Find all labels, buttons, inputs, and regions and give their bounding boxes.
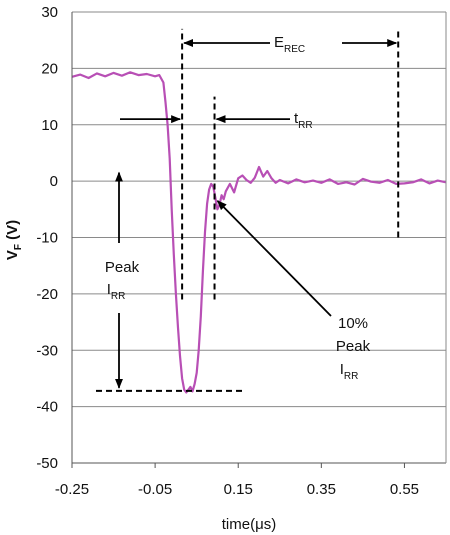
y-tick-label: -20 [36,286,58,303]
y-axis-title-unit: (V) [4,220,21,244]
axes [71,12,447,468]
y-tick-label: -50 [36,455,58,472]
peak-irr-main: I [107,281,111,298]
peak-irr-line2: IRR [107,281,126,302]
pct10-line2: Peak [336,338,371,355]
series-line [71,71,447,394]
x-tick-label: 0.55 [390,481,419,498]
pct10-main: I [340,361,344,378]
y-tick-label: 30 [41,4,58,21]
x-tick-label: 0.35 [307,481,336,498]
x-tick-label: -0.05 [138,481,172,498]
y-tick-label: -10 [36,230,58,247]
tick-labels: 30 20 10 0 -10 -20 -30 -40 -50 -0.25 -0.05 0.15 0.35… [36,4,419,498]
y-tick-label: 20 [41,60,58,77]
y-axis-title: VF (V) [4,220,24,260]
erec-label: EREC [274,34,305,55]
y-tick-label: -30 [36,342,58,359]
x-axis-title: time(μs) [222,516,276,533]
y-tick-label: 0 [50,173,58,190]
pct10-sub: RR [344,371,358,382]
erec-label-sub: REC [284,44,305,55]
grid-lines [72,11,446,464]
x-tick-label: -0.25 [55,481,89,498]
trr-label-sub: RR [298,120,312,131]
peak-irr-line1: Peak [105,259,140,276]
y-axis-title-sub: F [13,244,24,250]
y-tick-label: 10 [41,117,58,134]
pct10-pointer-arrow [216,200,332,317]
erec-label-main: E [274,34,284,51]
y-axis-title-main: V [4,250,21,260]
y-tick-label: -40 [36,399,58,416]
pct10-line3: IRR [340,361,359,382]
series-layer [71,71,447,394]
x-tick-label: 0.15 [224,481,253,498]
pct10-line1: 10% [338,315,368,332]
peak-irr-sub: RR [111,291,125,302]
trr-label-main: t [294,110,299,127]
annotation-markers [96,28,400,392]
trr-label: tRR [294,110,313,131]
